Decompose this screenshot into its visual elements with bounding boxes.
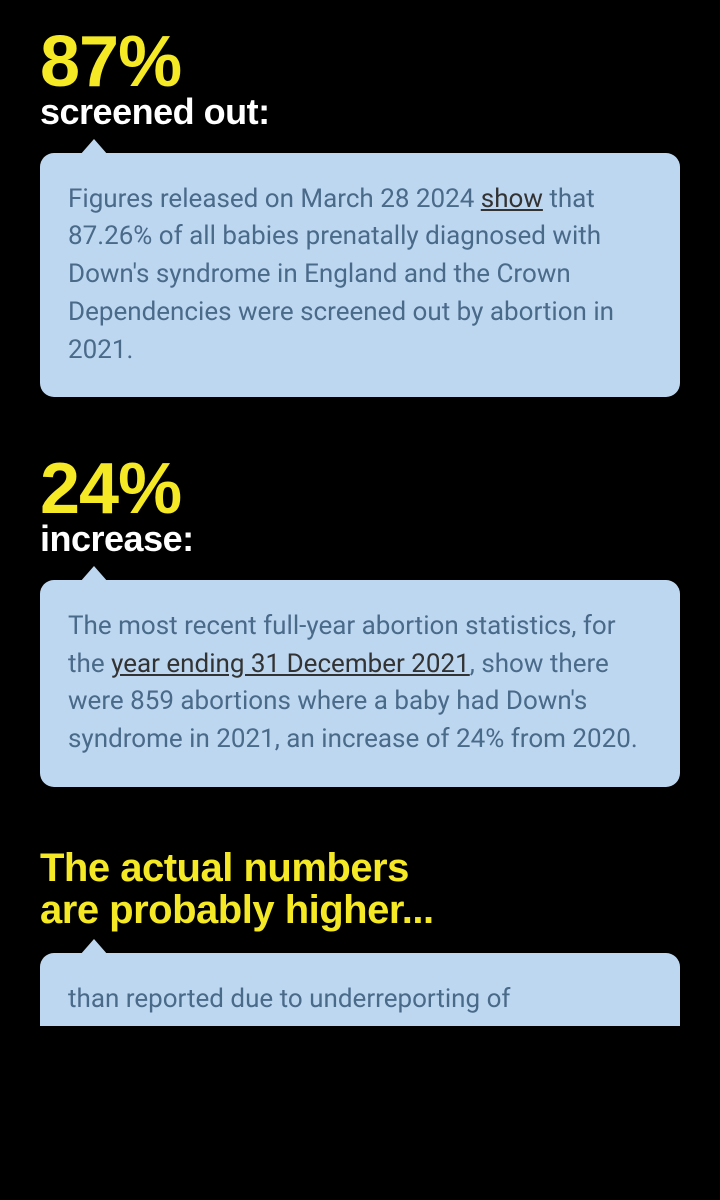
info-card: The most recent full-year abortion stati… — [40, 580, 680, 787]
text-pre: Figures released on March 28 2024 — [68, 184, 481, 214]
info-card: than reported due to underreporting of — [40, 953, 680, 1027]
source-link[interactable]: year ending 31 December 2021 — [111, 649, 470, 679]
stat-section-3: The actual numbers are probably higher..… — [40, 847, 680, 1027]
stat-section-1: 87% screened out: Figures released on Ma… — [40, 30, 680, 397]
heading-line-1: The actual numbers — [40, 846, 409, 890]
source-link[interactable]: show — [481, 184, 543, 214]
card-text: Figures released on March 28 2024 show t… — [68, 181, 652, 369]
section-heading: The actual numbers are probably higher..… — [40, 847, 680, 931]
heading-line-2: are probably higher... — [40, 888, 434, 932]
info-card: Figures released on March 28 2024 show t… — [40, 153, 680, 397]
stat-label: screened out: — [40, 91, 680, 133]
card-text: The most recent full-year abortion stati… — [68, 608, 652, 759]
stat-label: increase: — [40, 518, 680, 560]
stat-number: 24% — [40, 457, 680, 522]
stat-number: 87% — [40, 30, 680, 95]
card-text: than reported due to underreporting of — [68, 981, 652, 1019]
stat-section-2: 24% increase: The most recent full-year … — [40, 457, 680, 787]
